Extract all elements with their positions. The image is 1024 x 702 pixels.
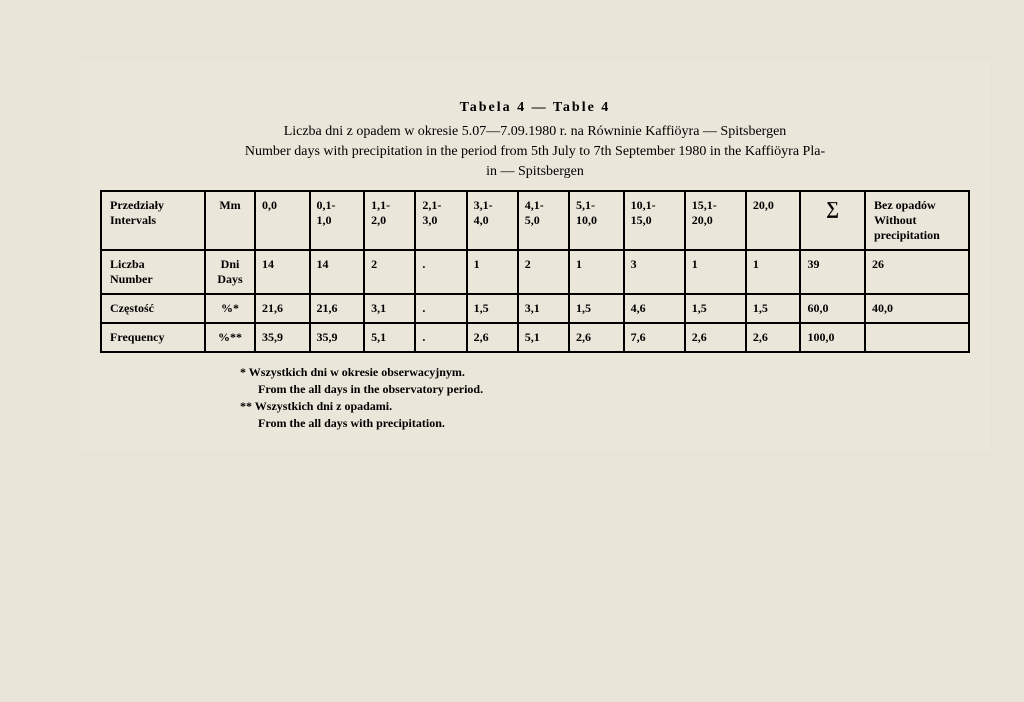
row-unit: %* [205, 294, 255, 323]
intervals-header: Przedziały Intervals [101, 191, 205, 250]
footnotes: * Wszystkich dni w okresie obserwacyjnym… [240, 365, 970, 431]
range-header: 0,0 [255, 191, 310, 250]
data-cell: 4,6 [624, 294, 685, 323]
data-cell: 40,0 [865, 294, 969, 323]
data-cell: 100,0 [800, 323, 865, 352]
data-cell: 2,6 [569, 323, 624, 352]
data-cell: 3 [624, 250, 685, 294]
data-cell: 1 [467, 250, 518, 294]
data-cell: 1 [685, 250, 746, 294]
row-unit: Dni Days [205, 250, 255, 294]
data-cell: 39 [800, 250, 865, 294]
data-cell: 1 [746, 250, 801, 294]
subtitle-polish: Liczba dni z opadem w okresie 5.07—7.09.… [100, 124, 970, 140]
data-cell: 1,5 [685, 294, 746, 323]
footnote-2-en: From the all days with precipitation. [252, 416, 970, 431]
table-row: Frequency %** 35,9 35,9 5,1 . 2,6 5,1 2,… [101, 323, 969, 352]
data-cell: 26 [865, 250, 969, 294]
data-cell: 14 [310, 250, 365, 294]
data-cell: 3,1 [364, 294, 415, 323]
data-cell: 2,6 [746, 323, 801, 352]
table-row: Częstość %* 21,6 21,6 3,1 . 1,5 3,1 1,5 … [101, 294, 969, 323]
table-row: Liczba Number Dni Days 14 14 2 . 1 2 1 3… [101, 250, 969, 294]
row-label: Liczba Number [101, 250, 205, 294]
data-cell: . [415, 250, 466, 294]
data-cell: 1,5 [569, 294, 624, 323]
range-header: 10,1-15,0 [624, 191, 685, 250]
subtitle-english-1: Number days with precipitation in the pe… [100, 144, 970, 160]
row-label: Frequency [101, 323, 205, 352]
range-header: 2,1-3,0 [415, 191, 466, 250]
data-cell: 1,5 [467, 294, 518, 323]
data-cell: 21,6 [310, 294, 365, 323]
data-cell: 60,0 [800, 294, 865, 323]
data-cell: 35,9 [255, 323, 310, 352]
range-header: 1,1-2,0 [364, 191, 415, 250]
range-header: 15,1-20,0 [685, 191, 746, 250]
range-header: 3,1-4,0 [467, 191, 518, 250]
data-cell: 2,6 [467, 323, 518, 352]
subtitle-english-2: in — Spitsbergen [100, 164, 970, 180]
range-header: 20,0 [746, 191, 801, 250]
data-cell: 1 [569, 250, 624, 294]
footnote-1-en: From the all days in the observatory per… [252, 382, 970, 397]
range-header: 4,1-5,0 [518, 191, 569, 250]
data-cell: 21,6 [255, 294, 310, 323]
range-header: 0,1-1,0 [310, 191, 365, 250]
precipitation-table: Przedziały Intervals Mm 0,0 0,1-1,0 1,1-… [100, 190, 970, 353]
data-cell: 5,1 [364, 323, 415, 352]
data-cell: . [415, 294, 466, 323]
data-cell: 7,6 [624, 323, 685, 352]
data-cell: 3,1 [518, 294, 569, 323]
data-cell: 5,1 [518, 323, 569, 352]
footnote-2-pl: ** Wszystkich dni z opadami. [240, 399, 970, 414]
mm-header: Mm [205, 191, 255, 250]
data-cell: 2 [364, 250, 415, 294]
data-cell: 1,5 [746, 294, 801, 323]
sigma-header: ∑ [800, 191, 865, 250]
table-title: Tabela 4 — Table 4 [100, 100, 970, 116]
data-cell [865, 323, 969, 352]
row-unit: %** [205, 323, 255, 352]
footnote-1-pl: * Wszystkich dni w okresie obserwacyjnym… [240, 365, 970, 380]
data-cell: 2,6 [685, 323, 746, 352]
data-cell: . [415, 323, 466, 352]
data-cell: 2 [518, 250, 569, 294]
header-row: Przedziały Intervals Mm 0,0 0,1-1,0 1,1-… [101, 191, 969, 250]
row-label: Częstość [101, 294, 205, 323]
without-precip-header: Bez opadów Without precipitation [865, 191, 969, 250]
data-cell: 35,9 [310, 323, 365, 352]
range-header: 5,1-10,0 [569, 191, 624, 250]
data-cell: 14 [255, 250, 310, 294]
